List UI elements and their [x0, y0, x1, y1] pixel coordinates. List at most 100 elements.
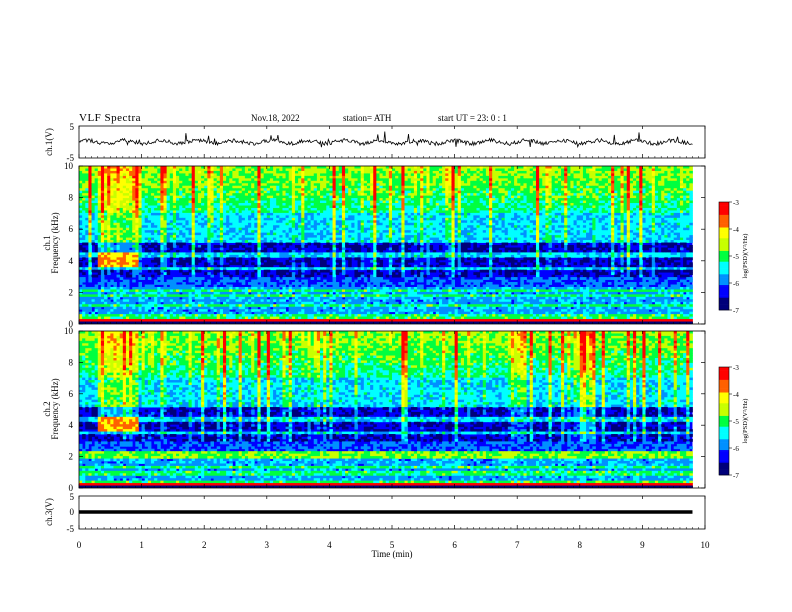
colorbar-swatch — [719, 466, 729, 468]
ch3-ytick-mid: 0 — [70, 507, 75, 517]
colorbar-tick-label: -5 — [733, 253, 739, 261]
colorbar-swatch — [719, 256, 729, 258]
colorbar-swatch — [719, 425, 729, 427]
colorbar-swatch — [719, 216, 729, 218]
colorbar-swatch — [719, 367, 729, 369]
colorbar-swatch — [719, 297, 729, 299]
colorbar-swatch — [719, 252, 729, 254]
colorbar-swatch — [719, 270, 729, 272]
ch1-freq-ylabel: Frequency (kHz) — [50, 212, 60, 273]
colorbar-swatch — [719, 435, 729, 437]
colorbar-swatch — [719, 296, 729, 298]
ch1-spectrogram-heatmap — [79, 166, 693, 324]
colorbar-swatch — [719, 294, 729, 296]
colorbar-swatch — [719, 225, 729, 227]
colorbar-swatch — [719, 234, 729, 236]
freq-tick-label: 2 — [69, 287, 74, 297]
colorbar-swatch — [719, 392, 729, 394]
vlf-spectra-figure: VLF Spectra Nov.18, 2022 station= ATH st… — [0, 0, 792, 612]
colorbar-swatch — [719, 249, 729, 251]
colorbar-swatch — [719, 227, 729, 229]
colorbar-swatch — [719, 387, 729, 389]
colorbar-swatch — [719, 452, 729, 454]
colorbar-swatch — [719, 434, 729, 436]
colorbar-swatch — [719, 371, 729, 373]
colorbar-swatch — [719, 444, 729, 446]
colorbar-swatch — [719, 426, 729, 428]
colorbar-swatch — [719, 261, 729, 263]
freq-tick-label: 2 — [69, 452, 74, 462]
colorbar-swatch — [719, 416, 729, 418]
colorbar-swatch — [719, 421, 729, 423]
colorbar-swatch — [719, 251, 729, 253]
ch1-waveform-trace — [79, 132, 693, 148]
colorbar-swatch — [719, 272, 729, 274]
colorbar-swatch — [719, 242, 729, 244]
colorbar-swatch — [719, 457, 729, 459]
colorbar-swatch — [719, 450, 729, 452]
colorbar-swatch — [719, 374, 729, 376]
colorbar-swatch — [719, 229, 729, 231]
time-tick-label: 3 — [265, 540, 270, 550]
colorbar-swatch — [719, 215, 729, 217]
colorbar-swatch — [719, 399, 729, 401]
colorbar-swatch — [719, 305, 729, 307]
colorbar-swatch — [719, 267, 729, 269]
colorbar-swatch — [719, 303, 729, 305]
colorbar-swatch — [719, 260, 729, 262]
colorbar-swatch — [719, 231, 729, 233]
colorbar-swatch — [719, 385, 729, 387]
colorbar-swatch — [719, 419, 729, 421]
colorbar-label: log(PSD)(V²/Hz) — [742, 399, 749, 444]
time-tick-label: 10 — [701, 540, 711, 550]
colorbar-tick-label: -7 — [733, 307, 739, 315]
colorbar-tick-label: -4 — [733, 391, 739, 399]
colorbar-tick-label: -6 — [733, 280, 739, 288]
colorbar-swatch — [719, 423, 729, 425]
colorbar-swatch — [719, 446, 729, 448]
freq-tick-label: 10 — [64, 326, 74, 336]
time-tick-label: 2 — [202, 540, 207, 550]
ch1-ytick-top: 5 — [70, 122, 75, 132]
colorbar-swatch — [719, 204, 729, 206]
colorbar-swatch — [719, 274, 729, 276]
colorbar-swatch — [719, 448, 729, 450]
colorbar-swatch — [719, 263, 729, 265]
ch2-freq-ylabel: Frequency (kHz) — [50, 378, 60, 439]
colorbar-swatch — [719, 306, 729, 308]
colorbar-swatch — [719, 290, 729, 292]
time-tick-label: 1 — [139, 540, 144, 550]
colorbar-swatch — [719, 470, 729, 472]
freq-tick-label: 4 — [69, 256, 74, 266]
colorbar-swatch — [719, 240, 729, 242]
colorbar-swatch — [719, 372, 729, 374]
colorbar-swatch — [719, 258, 729, 260]
colorbar-swatch — [719, 222, 729, 224]
ch3-waveform-panel: 5 0 -5 ch.3(V) — [44, 492, 705, 534]
colorbar-swatch — [719, 278, 729, 280]
time-tick-label: 4 — [327, 540, 332, 550]
time-tick-label: 9 — [640, 540, 645, 550]
colorbar-tick-label: -6 — [733, 445, 739, 453]
colorbar-swatch — [719, 430, 729, 432]
colorbar-swatch — [719, 245, 729, 247]
colorbar-swatch — [719, 238, 729, 240]
colorbar-swatch — [719, 383, 729, 385]
time-tick-label: 0 — [77, 540, 82, 550]
colorbar-tick-label: -7 — [733, 472, 739, 480]
colorbar-swatch — [719, 281, 729, 283]
ch1-waveform-frame — [79, 126, 705, 158]
colorbar-swatch — [719, 390, 729, 392]
colorbar-swatch — [719, 468, 729, 470]
colorbar-swatch — [719, 285, 729, 287]
colorbar-swatch — [719, 461, 729, 463]
colorbar-swatch — [719, 396, 729, 398]
ch1-waveform-ylabel: ch.1(V) — [44, 128, 54, 156]
colorbar-swatch — [719, 459, 729, 461]
colorbar-swatch — [719, 405, 729, 407]
colorbar-swatch — [719, 299, 729, 301]
ch2-spectrogram-heatmap — [79, 331, 693, 488]
